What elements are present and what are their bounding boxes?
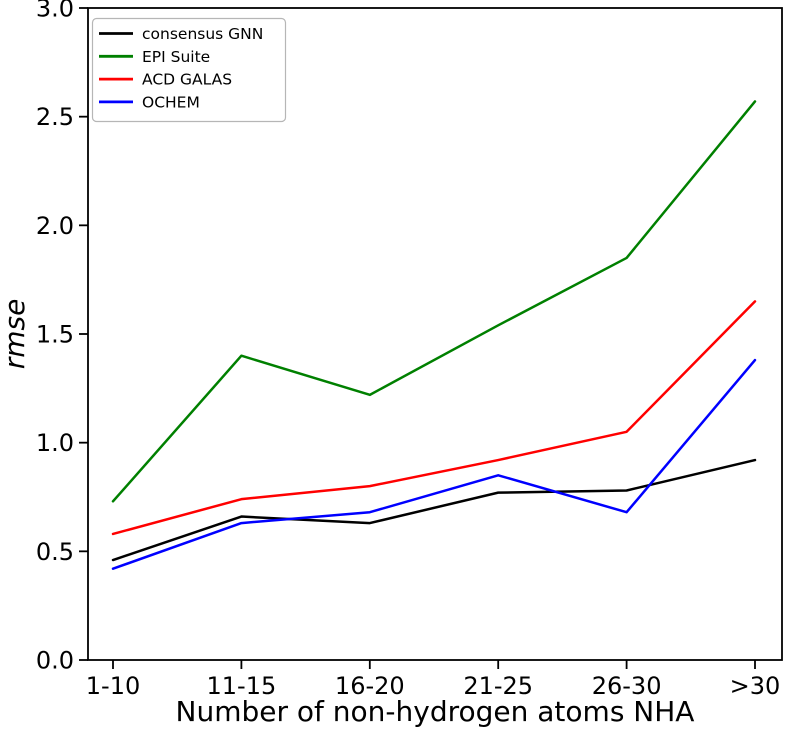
y-tick-label: 2.5 — [36, 103, 74, 131]
legend-label-ochem: OCHEM — [142, 93, 200, 111]
x-tick-label: 21-25 — [463, 672, 533, 700]
legend-label-consensus-gnn: consensus GNN — [142, 25, 263, 43]
x-tick-label: >30 — [730, 672, 781, 700]
legend-box — [91, 17, 287, 123]
x-tick-label: 26-30 — [592, 672, 662, 700]
series-line-epi-suite — [111, 100, 757, 503]
legend-label-acd-galas: ACD GALAS — [142, 71, 232, 89]
y-tick-label: 3.0 — [36, 0, 74, 23]
y-axis: 0.0 0.5 1.0 1.5 2.0 2.5 3.0 — [36, 0, 88, 675]
x-tick-label: 1-10 — [86, 672, 140, 700]
y-tick-label: 0.5 — [36, 538, 74, 566]
legend-label-epi-suite: EPI Suite — [142, 48, 210, 66]
y-tick-label: 1.5 — [36, 321, 74, 349]
y-tick-label: 1.0 — [36, 429, 74, 457]
y-tick-label: 2.0 — [36, 212, 74, 240]
x-axis: 1-10 11-15 16-20 21-25 26-30 >30 — [86, 660, 781, 700]
x-axis-title: Number of non-hydrogen atoms NHA — [176, 695, 695, 728]
y-axis-title: rmse — [0, 299, 31, 370]
x-tick-label: 11-15 — [207, 672, 277, 700]
series-group — [111, 100, 757, 570]
series-line-acd-galas — [111, 300, 757, 536]
y-tick-label: 0.0 — [36, 647, 74, 675]
legend: consensus GNN EPI Suite ACD GALAS OCHEM — [91, 17, 287, 123]
x-tick-label: 16-20 — [335, 672, 405, 700]
series-line-ochem — [111, 358, 757, 570]
